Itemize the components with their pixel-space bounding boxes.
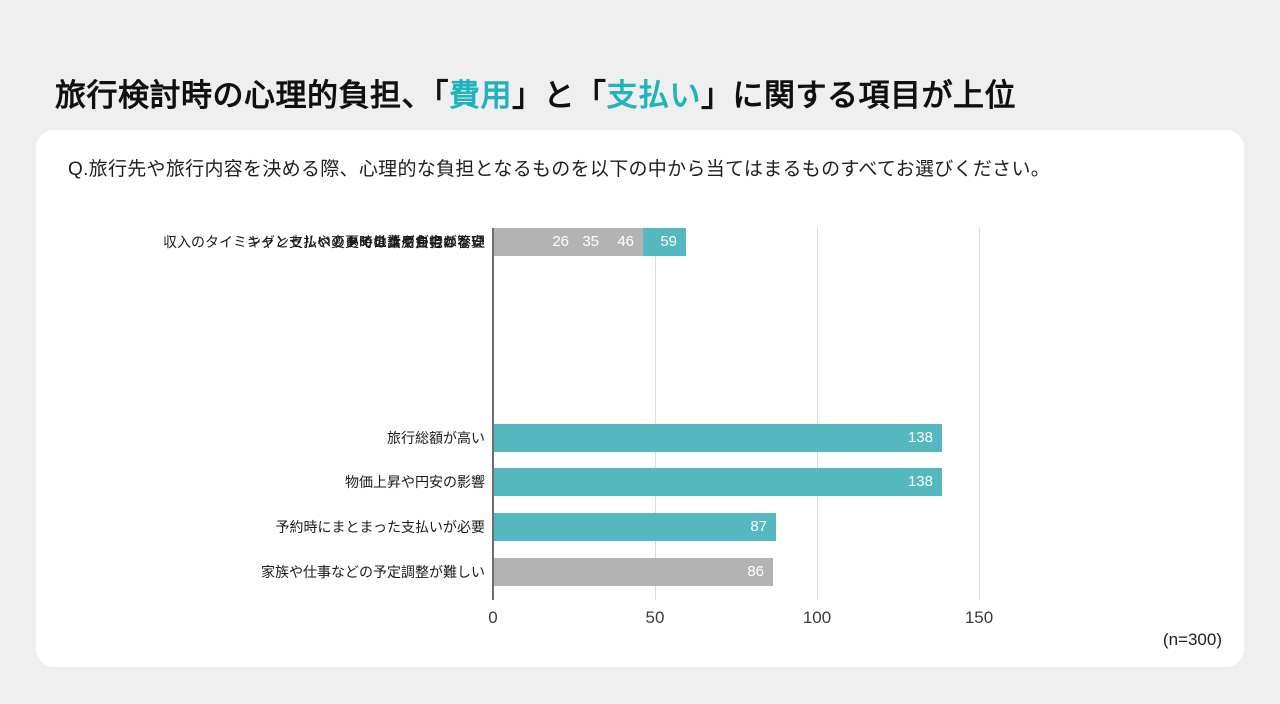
title-text: 旅行検討時の心理的負担、「: [55, 78, 449, 113]
value-label: 86: [747, 563, 764, 580]
page-title: 旅行検討時の心理的負担、「費用」と「支払い」に関する項目が上位: [55, 70, 1016, 115]
title-accent-payment: 支払い: [606, 78, 701, 113]
survey-question: Q.旅行先や旅行内容を決める際、心理的な負担となるものを以下の中から当てはまるも…: [68, 159, 1051, 180]
x-tick: 100: [802, 608, 832, 627]
value-label: 35: [582, 233, 599, 250]
value-label: 87: [750, 518, 767, 535]
category-label: 物価上昇や円安の影響: [345, 474, 485, 490]
bar-row: 旅行総額が高い 138: [36, 424, 1244, 452]
category-label: 旅行総額が高い: [387, 430, 485, 446]
category-label: あてはまるものはない: [345, 234, 485, 250]
chart-card: Q.旅行先や旅行内容を決める際、心理的な負担となるものを以下の中から当てはまるも…: [36, 130, 1244, 667]
category-label: キャンセルや変更時の費用負担が不安: [247, 234, 485, 250]
category-label: 予約時にまとまった支払いが必要: [275, 519, 485, 535]
x-axis: 0 50 100 150: [36, 608, 1244, 632]
x-tick: 150: [964, 608, 994, 627]
title-text: 」に関する項目が上位: [701, 78, 1016, 113]
y-axis-line: [492, 228, 494, 600]
bar: 26: [494, 228, 578, 256]
x-tick: 0: [488, 608, 498, 627]
bar: 138: [494, 424, 942, 452]
title-accent-cost: 費用: [449, 78, 512, 113]
value-label: 26: [552, 233, 569, 250]
value-label: 59: [660, 233, 677, 250]
bar: 138: [494, 468, 942, 496]
value-label: 138: [907, 473, 933, 490]
value-label: 138: [907, 429, 933, 446]
category-label: 収入のタイミングと支払いのタイミングが合わない: [163, 234, 485, 250]
bar: 87: [494, 513, 776, 541]
bar-row: あてはまるものはない 26: [36, 228, 1244, 256]
gridline-100: [817, 228, 818, 600]
sample-size-note: (n=300): [1162, 630, 1222, 649]
category-label: 家族や仕事などの予定調整が難しい: [261, 564, 485, 580]
bar-chart: 旅行総額が高い 138 物価上昇や円安の影響 138 予約時にまとまった支払いが…: [36, 228, 1244, 600]
title-text: 」と「: [512, 78, 607, 113]
bar-row: 家族や仕事などの予定調整が難しい 86: [36, 558, 1244, 586]
bar: 86: [494, 558, 773, 586]
bar-row: 物価上昇や円安の影響 138: [36, 468, 1244, 496]
gridline-150: [979, 228, 980, 600]
gridline-50: [655, 228, 656, 600]
category-label: ペットの世話や自宅の管理: [317, 234, 485, 250]
x-tick: 50: [645, 608, 665, 627]
value-label: 46: [617, 233, 634, 250]
bar-row: 予約時にまとまった支払いが必要 87: [36, 513, 1244, 541]
